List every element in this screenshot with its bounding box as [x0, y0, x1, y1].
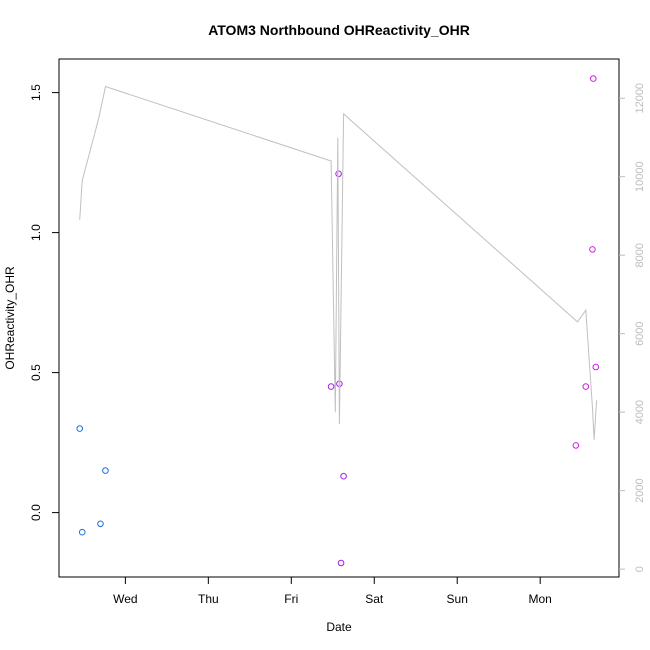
chart-title: ATOM3 Northbound OHReactivity_OHR [208, 22, 470, 38]
scatter-point [340, 472, 347, 480]
y2-tick-label: 0 [634, 566, 646, 572]
x-tick-label: Fri [284, 592, 298, 606]
y2-tick-label: 4000 [634, 400, 646, 424]
scatter-point [76, 425, 84, 432]
chart-marks: Wed Thu Fri Sat Sun Mon 0.0 0.5 1.0 1.5 0 2000 4000 6… [29, 75, 646, 606]
x-tick-label: Thu [198, 592, 219, 606]
scatter-point [582, 383, 590, 390]
x-tick-label: Sun [447, 592, 468, 606]
x-tick-label: Wed [113, 592, 137, 606]
y-tick-label: 0.5 [29, 364, 43, 381]
scatter-point [327, 383, 335, 390]
scatter-point [337, 559, 345, 567]
y2-tick-label: 2000 [634, 478, 646, 502]
x-axis-label: Date [326, 620, 352, 634]
x-tick-label: Mon [529, 592, 552, 606]
plot-area [58, 58, 620, 578]
y2-tick-label: 6000 [634, 321, 646, 345]
y-tick-label: 0.0 [29, 504, 43, 521]
scatter-point [78, 528, 86, 536]
scatter-point [592, 363, 600, 371]
y-tick-label: 1.5 [29, 84, 43, 101]
y2-tick-label: 8000 [634, 243, 646, 267]
scatter-point [102, 467, 109, 474]
scatter-point [97, 520, 104, 528]
series-line [79, 85, 598, 440]
y2-tick-label: 10000 [634, 161, 646, 192]
y-tick-label: 1.0 [29, 224, 43, 241]
scatter-point [589, 246, 596, 253]
y2-tick-label: 12000 [634, 83, 646, 114]
y-axis-label: OHReactivity_OHR [3, 266, 17, 370]
x-tick-label: Sat [365, 592, 384, 606]
scatter-point [589, 75, 597, 82]
scatter-point [572, 442, 580, 449]
scatter-point [335, 170, 342, 178]
